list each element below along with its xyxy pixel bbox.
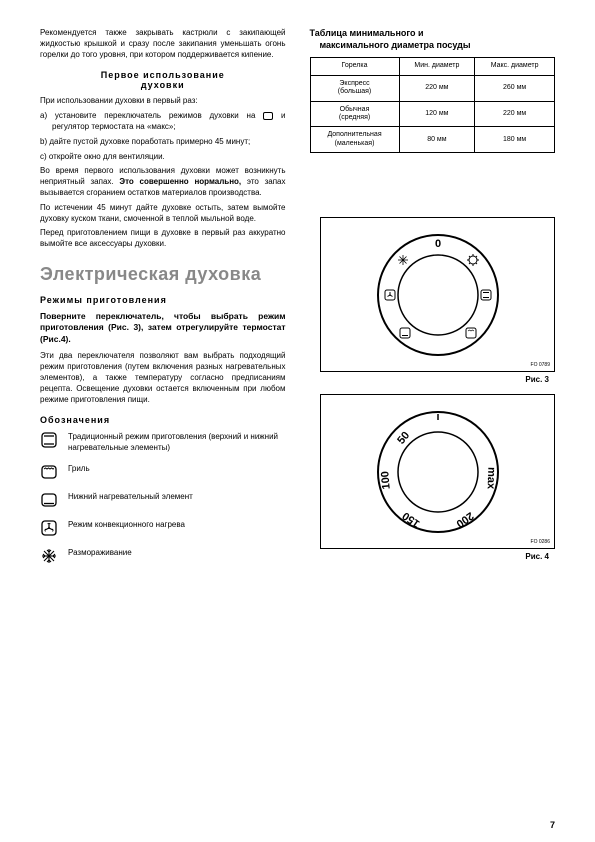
instruction: Поверните переключатель, чтобы выбрать р…	[40, 311, 286, 345]
table-header: Макс. диаметр	[475, 58, 555, 75]
table-cell: Дополнительная(маленькая)	[310, 127, 399, 153]
step-b: b) дайте пустой духовке поработать приме…	[40, 137, 286, 148]
svg-text:100: 100	[379, 470, 393, 489]
step-c: c) откройте окно для вентиляции.	[40, 152, 286, 163]
bottom-heat-icon	[40, 491, 58, 509]
page-number: 7	[550, 820, 555, 830]
table-cell: 260 мм	[475, 75, 555, 101]
table-title: Таблица минимального и максимального диа…	[310, 28, 556, 51]
grill-icon	[40, 463, 58, 481]
table-cell: 80 мм	[399, 127, 475, 153]
legend-bottom: Нижний нагревательный элемент	[40, 491, 286, 509]
before-cooking: Перед приготовлением пищи в духовке в пе…	[40, 228, 286, 250]
legend-title: Обозначения	[40, 415, 286, 425]
table-cell: Экспресс(большая)	[310, 75, 399, 101]
table-cell: Обычная(средняя)	[310, 101, 399, 127]
defrost-icon	[40, 547, 58, 565]
first-use-intro: При использовании духовки в первый раз:	[40, 96, 286, 107]
svg-text:0: 0	[434, 238, 440, 250]
table-cell: 180 мм	[475, 127, 555, 153]
section-title: Электрическая духовка	[40, 264, 286, 285]
mode-dial-figure: 0 FO 0789	[320, 217, 555, 372]
table-cell: 220 мм	[475, 101, 555, 127]
modes-title: Режимы приготовления	[40, 295, 286, 305]
thermostat-dial-figure: 50100150200max FO 0286	[320, 394, 555, 549]
step-a: a) установите переключатель режимов духо…	[40, 111, 286, 133]
legend-grill: Гриль	[40, 463, 286, 481]
legend-convection: Режим конвекционного нагрева	[40, 519, 286, 537]
convection-icon	[40, 519, 58, 537]
table-cell: 220 мм	[399, 75, 475, 101]
fo-note-2: FO 0286	[531, 539, 550, 545]
svg-text:150: 150	[400, 509, 422, 529]
svg-text:200: 200	[453, 509, 475, 529]
fig4-label: Рис. 4	[310, 552, 556, 561]
first-use-heading: Первое использование духовки	[40, 70, 286, 90]
smell-note: Во время первого использования духовки м…	[40, 166, 286, 198]
diameter-table: ГорелкаМин. диаметрМакс. диаметр Экспрес…	[310, 57, 556, 153]
fig3-label: Рис. 3	[310, 375, 556, 384]
mode-icon	[263, 112, 273, 120]
table-row: Экспресс(большая)220 мм260 мм	[310, 75, 555, 101]
legend-conventional: Традиционный режим приготовления (верхни…	[40, 431, 286, 453]
table-header: Мин. диаметр	[399, 58, 475, 75]
table-row: Дополнительная(маленькая)80 мм180 мм	[310, 127, 555, 153]
table-row: Обычная(средняя)120 мм220 мм	[310, 101, 555, 127]
table-cell: 120 мм	[399, 101, 475, 127]
svg-text:max: max	[484, 466, 497, 489]
fo-note: FO 0789	[531, 362, 550, 368]
table-header: Горелка	[310, 58, 399, 75]
after-45: По истечении 45 минут дайте духовке осты…	[40, 203, 286, 225]
description: Эти два переключателя позволяют вам выбр…	[40, 351, 286, 405]
conventional-icon	[40, 431, 58, 449]
legend-defrost: Размораживание	[40, 547, 286, 565]
intro-text: Рекомендуется также закрывать кастрюли с…	[40, 28, 286, 60]
